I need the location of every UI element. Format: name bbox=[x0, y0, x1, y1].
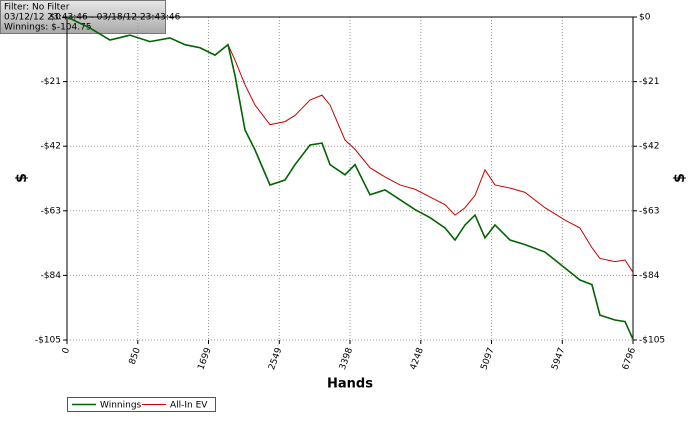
x-tick-label: 0 bbox=[61, 346, 72, 355]
y2-tick-label: -$63 bbox=[639, 206, 659, 216]
info-line: Filter: No Filter bbox=[4, 3, 70, 13]
y2-tick-label: -$105 bbox=[639, 336, 665, 346]
y2-tick-label: -$84 bbox=[639, 271, 660, 281]
y-tick-label: -$63 bbox=[41, 206, 61, 216]
y-tick-label: -$21 bbox=[41, 77, 61, 87]
info-line: Winnings: $-104.75 bbox=[4, 23, 92, 33]
x-axis-label: Hands bbox=[327, 377, 373, 392]
y-axis-label: $ bbox=[14, 173, 30, 183]
legend bbox=[67, 397, 216, 412]
y-tick-label: -$84 bbox=[41, 271, 62, 281]
y2-axis-label: $ bbox=[672, 173, 688, 183]
y2-tick-label: -$42 bbox=[639, 142, 659, 152]
y-tick-label: $0 bbox=[50, 13, 62, 23]
legend-label: Winnings bbox=[100, 401, 142, 411]
y-tick-label: -$42 bbox=[41, 142, 61, 152]
legend-label: All-In EV bbox=[170, 401, 208, 411]
y2-tick-label: -$21 bbox=[639, 77, 659, 87]
y-tick-label: -$105 bbox=[35, 336, 61, 346]
y2-tick-label: $0 bbox=[639, 13, 651, 23]
series-line bbox=[66, 16, 634, 340]
